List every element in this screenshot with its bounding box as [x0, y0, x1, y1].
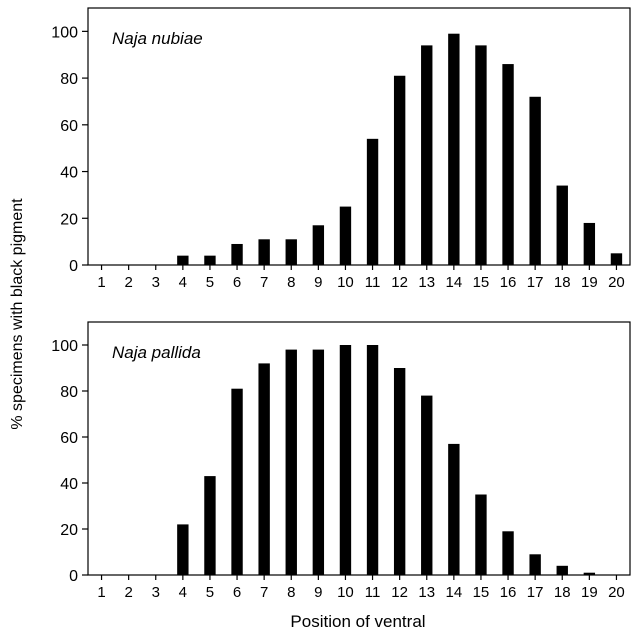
chart-1-naja-pallida-bar-7 — [258, 363, 269, 575]
chart-1-naja-pallida-bar-6 — [231, 389, 242, 575]
chart-1-naja-pallida-bar-12 — [394, 368, 405, 575]
chart-1-naja-pallida-bar-17 — [529, 554, 540, 575]
chart-0-naja-nubiae-xtick-label-15: 15 — [473, 274, 490, 291]
chart-0-naja-nubiae-xtick-label-10: 10 — [337, 274, 354, 291]
chart-0-naja-nubiae-ytick-label-0: 0 — [69, 258, 78, 275]
chart-0-naja-nubiae-xtick-label-17: 17 — [527, 274, 544, 291]
chart-0-naja-nubiae-ytick-label-100: 100 — [51, 24, 78, 41]
chart-1-naja-pallida-xtick-label-19: 19 — [581, 584, 598, 601]
chart-0-naja-nubiae-ytick-label-20: 20 — [60, 211, 78, 228]
chart-0-naja-nubiae-bar-20 — [611, 253, 622, 265]
chart-1-naja-pallida-bar-18 — [557, 566, 568, 575]
chart-0-naja-nubiae-bar-11 — [367, 139, 378, 265]
chart-1-naja-pallida-bar-4 — [177, 524, 188, 575]
chart-1-naja-pallida-bar-10 — [340, 345, 351, 575]
chart-0-naja-nubiae-xtick-label-6: 6 — [233, 274, 241, 291]
chart-1-naja-pallida-xtick-label-2: 2 — [124, 584, 132, 601]
chart-1-naja-pallida-xtick-label-8: 8 — [287, 584, 295, 601]
chart-0-naja-nubiae-xtick-label-20: 20 — [608, 274, 625, 291]
chart-0-naja-nubiae-xtick-label-18: 18 — [554, 274, 571, 291]
chart-1-naja-pallida-xtick-label-20: 20 — [608, 584, 625, 601]
chart-0-naja-nubiae-bar-12 — [394, 76, 405, 265]
chart-0-naja-nubiae-xtick-label-19: 19 — [581, 274, 598, 291]
chart-1-naja-pallida-xtick-label-15: 15 — [473, 584, 490, 601]
chart-1-naja-pallida-xtick-label-16: 16 — [500, 584, 517, 601]
chart-1-naja-pallida-xtick-label-5: 5 — [206, 584, 214, 601]
chart-0-naja-nubiae-bar-10 — [340, 207, 351, 265]
chart-0-naja-nubiae-xtick-label-11: 11 — [365, 274, 381, 291]
y-axis-label: % specimens with black pigment — [9, 198, 26, 430]
chart-0-naja-nubiae-xtick-label-5: 5 — [206, 274, 214, 291]
chart-1-naja-pallida-bar-9 — [313, 350, 324, 575]
chart-0-naja-nubiae-bar-13 — [421, 45, 432, 265]
chart-0-naja-nubiae-bar-17 — [529, 97, 540, 265]
chart-0-naja-nubiae-xtick-label-13: 13 — [418, 274, 435, 291]
chart-0-naja-nubiae-bar-7 — [258, 239, 269, 265]
chart-1-naja-pallida-bar-13 — [421, 396, 432, 575]
chart-0-naja-nubiae-bar-6 — [231, 244, 242, 265]
chart-0-naja-nubiae-xtick-label-12: 12 — [391, 274, 408, 291]
chart-1-naja-pallida-bar-8 — [286, 350, 297, 575]
chart-0-naja-nubiae-bar-4 — [177, 256, 188, 265]
chart-1-naja-pallida-ytick-label-20: 20 — [60, 522, 78, 539]
chart-0-naja-nubiae-xtick-label-3: 3 — [152, 274, 160, 291]
chart-0-naja-nubiae-bar-8 — [286, 239, 297, 265]
x-axis-label: Position of ventral — [290, 612, 425, 631]
chart-0-naja-nubiae-title: Naja nubiae — [112, 29, 203, 48]
chart-0-naja-nubiae-xtick-label-8: 8 — [287, 274, 295, 291]
chart-1-naja-pallida-xtick-label-14: 14 — [446, 584, 463, 601]
chart-1-naja-pallida-bar-11 — [367, 345, 378, 575]
chart-0-naja-nubiae-bar-15 — [475, 45, 486, 265]
chart-0-naja-nubiae-xtick-label-16: 16 — [500, 274, 517, 291]
chart-1-naja-pallida-xtick-label-18: 18 — [554, 584, 571, 601]
chart-1-naja-pallida-ytick-label-100: 100 — [51, 338, 78, 355]
chart-0-naja-nubiae-bar-16 — [502, 64, 513, 265]
chart-0-naja-nubiae-xtick-label-2: 2 — [124, 274, 132, 291]
chart-0-naja-nubiae-xtick-label-14: 14 — [446, 274, 463, 291]
chart-1-naja-pallida-ytick-label-80: 80 — [60, 384, 78, 401]
chart-0-naja-nubiae-ytick-label-80: 80 — [60, 71, 78, 88]
chart-1-naja-pallida-xtick-label-6: 6 — [233, 584, 241, 601]
chart-0-naja-nubiae-bar-9 — [313, 225, 324, 265]
chart-0-naja-nubiae-bar-19 — [584, 223, 595, 265]
chart-0-naja-nubiae-bar-14 — [448, 34, 459, 265]
chart-0-naja-nubiae-xtick-label-4: 4 — [179, 274, 187, 291]
chart-1-naja-pallida-ytick-label-40: 40 — [60, 476, 78, 493]
chart-1-naja-pallida-xtick-label-12: 12 — [391, 584, 408, 601]
chart-1-naja-pallida-bar-5 — [204, 476, 215, 575]
chart-1-naja-pallida-xtick-label-17: 17 — [527, 584, 544, 601]
chart-1-naja-pallida-title: Naja pallida — [112, 343, 201, 362]
chart-1-naja-pallida-bar-16 — [502, 531, 513, 575]
chart-0-naja-nubiae-bar-18 — [557, 186, 568, 265]
chart-1-naja-pallida-xtick-label-9: 9 — [314, 584, 322, 601]
chart-1-naja-pallida-xtick-label-13: 13 — [418, 584, 435, 601]
chart-0-naja-nubiae-xtick-label-1: 1 — [97, 274, 105, 291]
chart-0-naja-nubiae-ytick-label-60: 60 — [60, 118, 78, 135]
chart-0-naja-nubiae-ytick-label-40: 40 — [60, 165, 78, 182]
chart-0-naja-nubiae-xtick-label-7: 7 — [260, 274, 268, 291]
chart-1-naja-pallida-xtick-label-11: 11 — [365, 584, 381, 601]
chart-1-naja-pallida-xtick-label-7: 7 — [260, 584, 268, 601]
chart-1-naja-pallida-xtick-label-10: 10 — [337, 584, 354, 601]
chart-1-naja-pallida-bar-14 — [448, 444, 459, 575]
chart-1-naja-pallida-xtick-label-4: 4 — [179, 584, 187, 601]
chart-1-naja-pallida-bar-15 — [475, 495, 486, 576]
chart-1-naja-pallida-ytick-label-0: 0 — [69, 568, 78, 585]
chart-1-naja-pallida-ytick-label-60: 60 — [60, 430, 78, 447]
chart-1-naja-pallida-xtick-label-3: 3 — [152, 584, 160, 601]
chart-1-naja-pallida-bar-19 — [584, 573, 595, 575]
chart-0-naja-nubiae-bar-5 — [204, 256, 215, 265]
chart-0-naja-nubiae-xtick-label-9: 9 — [314, 274, 322, 291]
chart-1-naja-pallida-xtick-label-1: 1 — [97, 584, 105, 601]
